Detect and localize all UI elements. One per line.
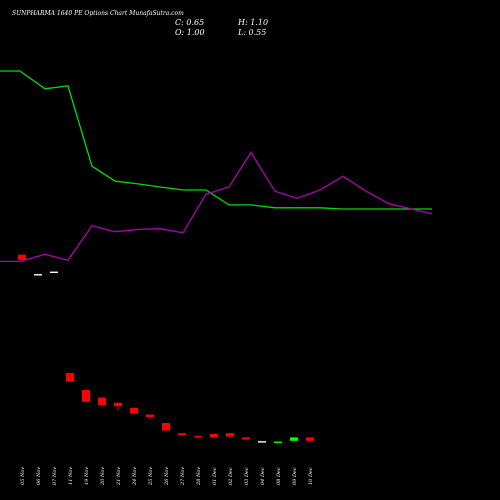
close-readout: C: 0.65: [175, 18, 204, 27]
x-tick-label: 07 Nov: [52, 467, 58, 485]
candle-body: [82, 390, 90, 402]
high-readout: H: 1.10: [237, 18, 268, 27]
candle: [34, 274, 42, 276]
candles: [18, 254, 314, 443]
candle-body: [98, 397, 106, 406]
candle: [82, 390, 90, 402]
candle-body: [306, 437, 314, 441]
x-tick-label: 04 Dec: [260, 467, 266, 485]
candle: [194, 436, 202, 438]
x-tick-label: 28 Nov: [196, 467, 202, 486]
x-tick-label: 19 Nov: [84, 467, 90, 485]
x-tick-label: 25 Nov: [148, 467, 154, 486]
candle-body: [210, 434, 218, 438]
green-indicator-line: [0, 70, 432, 210]
x-tick-label: 27 Nov: [180, 467, 186, 486]
open-readout: O: 1.00: [175, 28, 205, 37]
candle-body: [34, 274, 42, 276]
candle: [162, 423, 170, 431]
candle: [258, 441, 266, 443]
candle: [226, 433, 234, 437]
candle: [50, 271, 58, 273]
x-tick-label: 03 Dec: [244, 467, 250, 485]
candle: [66, 373, 74, 382]
candle: [306, 437, 314, 441]
x-tick-label: 20 Nov: [100, 467, 106, 486]
x-tick-label: 08 Dec: [276, 467, 282, 485]
x-tick-label: 02 Dec: [228, 467, 234, 485]
x-tick-label: 01 Dec: [212, 467, 218, 485]
candle-body: [274, 441, 282, 443]
x-tick-label: 06 Nov: [36, 467, 42, 485]
candle-body: [226, 433, 234, 437]
candle: [274, 441, 282, 443]
candle-body: [66, 373, 74, 382]
candle: [178, 433, 186, 436]
candle-body: [242, 437, 250, 440]
x-tick-label: 05 Nov: [20, 467, 26, 485]
candle: [114, 402, 122, 411]
x-tick-label: 24 Nov: [132, 467, 138, 486]
candle-body: [114, 402, 122, 407]
low-readout: L: 0.55: [237, 28, 266, 37]
magenta-indicator-line: [0, 151, 433, 263]
candle-body: [258, 441, 266, 443]
candle-body: [18, 254, 26, 260]
candle-body: [130, 407, 138, 414]
candle: [290, 437, 298, 441]
x-tick-label: 21 Nov: [116, 467, 122, 486]
candle-body: [146, 414, 154, 417]
chart-title: SUNPHARMA 1640 PE Options Chart MunafaSu…: [12, 10, 184, 17]
candle-body: [194, 436, 202, 438]
x-tick-label: 26 Nov: [164, 467, 170, 486]
candle: [18, 254, 26, 260]
candle: [210, 434, 218, 438]
indicator-lines: [0, 70, 433, 263]
candle: [146, 414, 154, 419]
candle-body: [162, 423, 170, 431]
candle-body: [50, 271, 58, 273]
candle: [98, 397, 106, 406]
candle: [130, 407, 138, 414]
x-axis-ticks: 05 Nov 06 Nov 07 Nov 11 Nov 19 Nov 20 Nov 21 N…: [20, 467, 314, 486]
candle: [242, 437, 250, 440]
candle-body: [290, 437, 298, 441]
x-tick-label: 11 Nov: [68, 467, 74, 485]
x-tick-label: 09 Dec: [292, 467, 298, 485]
candle-body: [178, 433, 186, 436]
x-tick-label: 10 Dec: [308, 467, 314, 485]
